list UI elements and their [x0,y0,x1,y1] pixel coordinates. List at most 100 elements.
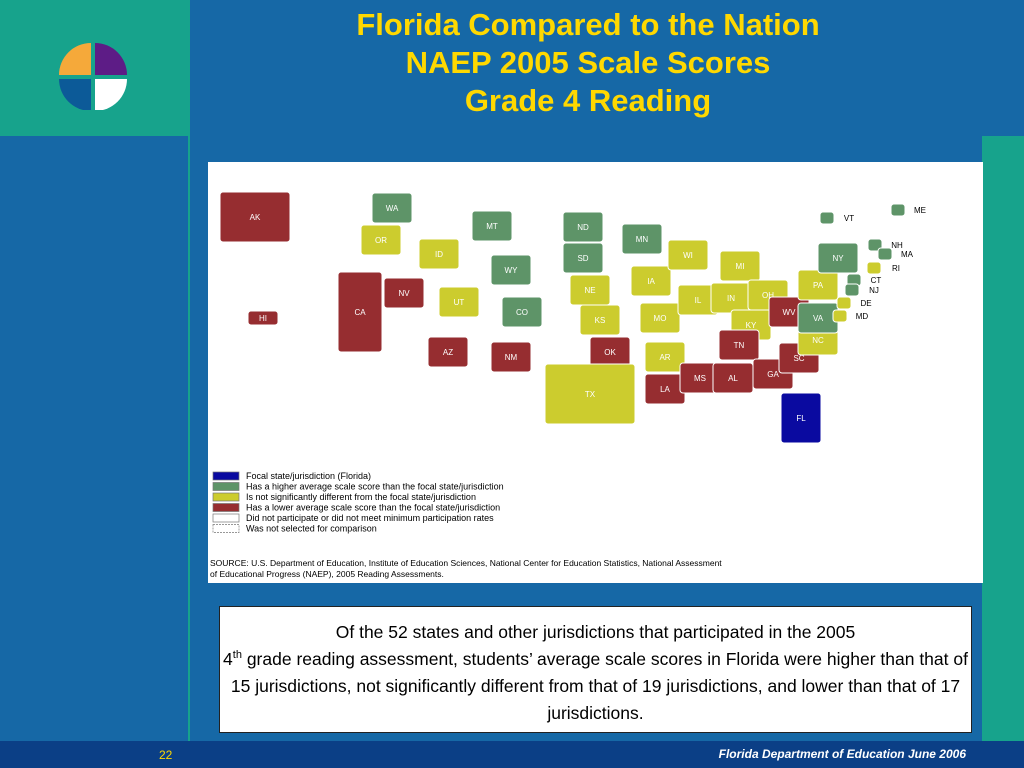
state-label: IL [695,296,702,305]
legend-label: Is not significantly different from the … [246,492,476,502]
state-label: CO [516,308,528,317]
side-band [982,136,1024,741]
state-label: PA [813,281,824,290]
state-shape [866,261,882,275]
title: Florida Compared to the Nation NAEP 2005 … [188,6,988,120]
legend-label: Did not participate or did not meet mini… [246,513,494,523]
state-shape [383,277,425,309]
state-label: ID [435,250,443,259]
state-label: SD [577,254,588,263]
state-shape [427,336,469,368]
state-label: IA [647,277,655,286]
state-shape [371,192,413,224]
legend-label: Was not selected for comparison [246,524,377,534]
body-superscript: th [232,649,242,662]
state-label: DE [860,299,871,308]
divider [188,0,190,741]
state-label: MD [856,312,869,321]
source-line: SOURCE: U.S. Department of Education, In… [210,558,722,568]
legend-swatch [212,482,240,491]
state-label: VT [844,214,854,223]
state-label: UT [454,298,465,307]
corner-panel [0,0,188,136]
state-label: IN [727,294,735,303]
state-shape [490,254,532,286]
state-label: CA [354,308,366,317]
state-label: NY [832,254,844,263]
state-shape [579,304,621,336]
state-label: MA [901,250,914,259]
body-text: Of the 52 states and other jurisdictions… [219,606,972,733]
logo [59,43,127,110]
state-shape [562,211,604,243]
state-shape [780,392,822,444]
legend-swatch [212,471,240,481]
state-label: OR [375,236,387,245]
state-shape [836,296,852,310]
state-label: VA [813,314,824,323]
body-rest: grade reading assessment, students’ aver… [230,649,968,723]
state-shape [562,242,604,274]
footer-text: Florida Department of Education June 200… [718,747,966,761]
state-shape [247,310,279,326]
state-label: ND [577,223,589,232]
state-label: AK [250,213,261,222]
source-line: of Educational Progress (NAEP), 2005 Rea… [210,569,444,579]
state-shape [867,238,883,252]
state-label: SC [793,354,804,363]
state-shape [471,210,513,242]
state-label: WI [683,251,693,260]
state-label: MO [654,314,667,323]
state-label: AL [728,374,738,383]
state-label: WV [783,308,797,317]
state-label: MS [694,374,706,383]
state-label: WA [386,204,399,213]
state-shape [877,247,893,261]
state-label: TX [585,390,596,399]
state-label: WY [505,266,519,275]
state-shape [630,265,672,297]
state-shape [817,242,859,274]
state-shape [418,238,460,270]
state-label: KY [746,321,757,330]
state-shape [490,341,532,373]
state-label: NH [891,241,903,250]
legend-swatch [212,503,240,512]
state-label: NM [505,353,518,362]
state-label: GA [767,370,779,379]
state-shape [501,296,543,328]
state-label: FL [796,414,806,423]
state-shape [644,341,686,373]
state-label: ME [914,206,926,215]
state-shape [639,302,681,334]
state-label: NV [398,289,410,298]
state-label: AR [659,353,670,362]
body-line: Of the 52 states and other jurisdictions… [335,622,856,642]
state-shape [360,224,402,256]
page-number: 22 [159,748,173,762]
state-label: OH [762,291,774,300]
map: AK HI WA OR CA NV ID MT WY UT CO AZ NM ND SD NE KS OK TX MN… [208,162,983,583]
title-line: Grade 4 Reading [464,83,712,118]
state-label: KS [595,316,606,325]
state-label: CT [871,276,882,285]
state-label: NC [812,336,824,345]
state-label: RI [892,264,900,273]
body-ordinal: 4 [223,649,233,669]
state-shape [844,283,860,297]
state-shape [621,223,663,255]
state-shape [719,250,761,282]
title-line: Florida Compared to the Nation [356,7,820,42]
state-shape [219,191,291,243]
state-shape [832,309,848,323]
state-shape [819,211,835,225]
legend-label: Has a higher average scale score than th… [246,482,504,492]
state-label: AZ [443,348,453,357]
state-label: TN [734,341,745,350]
state-label: MT [486,222,498,231]
state-shape [718,329,760,361]
state-label: NE [584,286,595,295]
legend-label: Focal state/jurisdiction (Florida) [246,471,371,481]
state-shape [667,239,709,271]
